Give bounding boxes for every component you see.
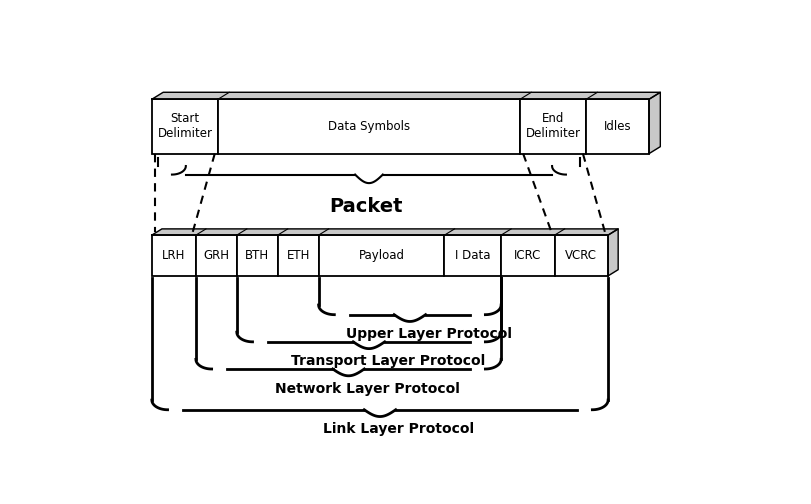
Text: Start
Delimiter: Start Delimiter (157, 112, 212, 141)
Bar (277, 235, 318, 276)
Text: VCRC: VCRC (564, 249, 597, 262)
Text: Link Layer Protocol: Link Layer Protocol (323, 422, 474, 436)
Text: Upper Layer Protocol: Upper Layer Protocol (345, 327, 511, 341)
Bar (152, 99, 217, 154)
Bar (318, 235, 444, 276)
Bar (217, 99, 519, 154)
Bar (586, 99, 648, 154)
Text: I Data: I Data (454, 249, 490, 262)
Bar (554, 235, 607, 276)
Text: ETH: ETH (286, 249, 310, 262)
Text: ICRC: ICRC (513, 249, 541, 262)
Bar (444, 235, 500, 276)
Bar (152, 235, 195, 276)
Bar (195, 235, 237, 276)
Text: Data Symbols: Data Symbols (328, 120, 410, 133)
Text: Idles: Idles (603, 120, 631, 133)
Text: GRH: GRH (203, 249, 229, 262)
Text: LRH: LRH (162, 249, 186, 262)
Text: Transport Layer Protocol: Transport Layer Protocol (290, 354, 484, 368)
Polygon shape (648, 92, 659, 154)
Bar (500, 235, 554, 276)
Text: Network Layer Protocol: Network Layer Protocol (275, 382, 459, 396)
Polygon shape (152, 92, 659, 99)
Bar (237, 235, 277, 276)
Polygon shape (152, 229, 617, 235)
Text: End
Delimiter: End Delimiter (525, 112, 580, 141)
Bar (519, 99, 586, 154)
Text: Payload: Payload (358, 249, 404, 262)
Polygon shape (607, 229, 617, 276)
Text: Packet: Packet (328, 197, 402, 216)
Text: BTH: BTH (245, 249, 269, 262)
